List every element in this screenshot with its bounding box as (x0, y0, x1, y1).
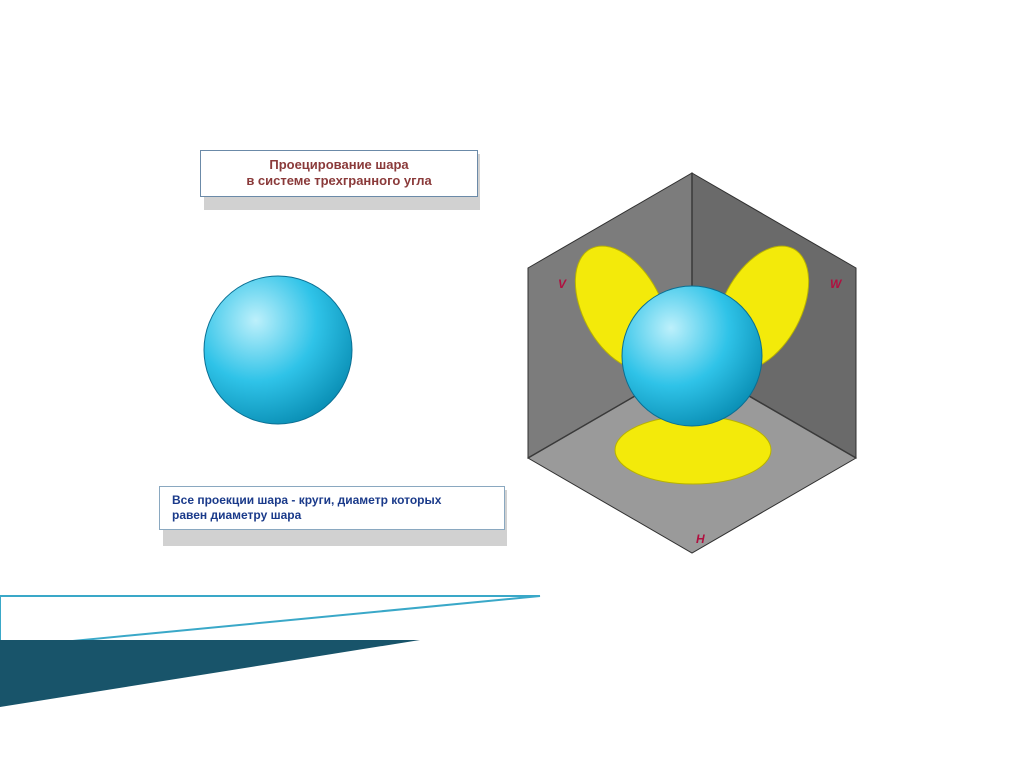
label-V: V (558, 277, 567, 291)
diagram-stage: Проецирование шара в системе трехгранног… (0, 0, 1024, 767)
label-W: W (830, 277, 843, 291)
sphere-right (622, 286, 762, 426)
sphere-left (204, 276, 352, 424)
scene-svg: V W H (0, 0, 1024, 767)
decor-wedge-dark (0, 640, 420, 707)
label-H: H (696, 532, 705, 546)
